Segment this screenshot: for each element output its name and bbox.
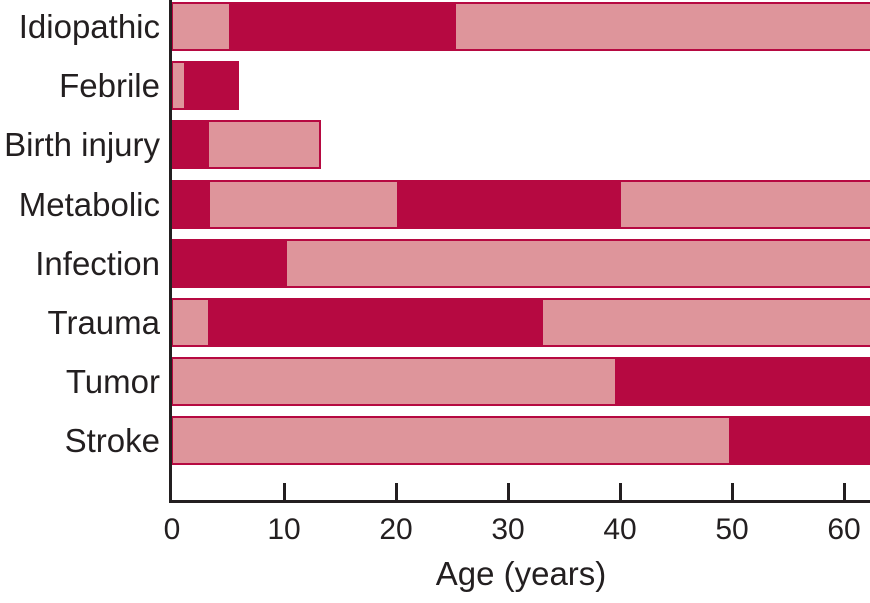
x-tick-20 <box>394 483 398 500</box>
bar-segment-dark <box>615 359 870 404</box>
bar-infection <box>171 239 870 288</box>
x-tick-label-50: 50 <box>715 513 749 546</box>
bar-segment-dark <box>229 4 458 49</box>
x-tick-label-40: 40 <box>603 513 637 546</box>
bar-segment-dark <box>173 122 210 167</box>
bar-segment-light <box>173 63 186 108</box>
category-label-infection: Infection <box>35 244 160 282</box>
bar-trauma <box>171 298 870 347</box>
x-tick-label-0: 0 <box>163 513 181 546</box>
bar-segment-light <box>209 182 398 227</box>
bar-segment-dark <box>173 241 289 286</box>
category-label-birth-injury: Birth injury <box>4 125 160 163</box>
bar-segment-dark <box>207 300 544 345</box>
y-axis-line <box>169 0 172 503</box>
bar-segment-light <box>173 4 230 49</box>
x-tick-40 <box>618 483 622 500</box>
bar-segment-dark <box>397 182 622 227</box>
x-tick-label-30: 30 <box>491 513 525 546</box>
bar-birth-injury <box>171 120 321 169</box>
bar-metabolic <box>171 180 870 229</box>
x-tick-label-60: 60 <box>827 513 861 546</box>
bar-segment-dark <box>173 182 211 227</box>
bar-tumor <box>171 357 870 406</box>
x-tick-label-20: 20 <box>379 513 413 546</box>
category-label-stroke: Stroke <box>64 421 160 459</box>
x-tick-10 <box>282 483 286 500</box>
category-label-tumor: Tumor <box>65 362 160 400</box>
category-label-trauma: Trauma <box>47 303 160 341</box>
bar-segment-light <box>621 182 870 227</box>
x-tick-label-10: 10 <box>267 513 301 546</box>
bar-segment-light <box>173 359 617 404</box>
bar-segment-light <box>542 300 870 345</box>
x-tick-50 <box>730 483 734 500</box>
category-label-idiopathic: Idiopathic <box>18 7 160 45</box>
bar-idiopathic <box>171 2 870 51</box>
x-tick-30 <box>506 483 510 500</box>
x-axis-title: Age (years) <box>435 555 607 592</box>
bar-febrile <box>171 61 240 110</box>
x-tick-60 <box>842 483 846 500</box>
category-label-febrile: Febrile <box>59 66 160 104</box>
category-label-metabolic: Metabolic <box>18 185 160 223</box>
bar-segment-dark <box>184 63 238 108</box>
x-axis-line <box>169 500 870 503</box>
bar-segment-light <box>287 241 870 286</box>
bar-segment-light <box>173 418 730 463</box>
bar-segment-light <box>173 300 209 345</box>
bar-segment-dark <box>728 418 870 463</box>
bar-stroke <box>171 416 870 465</box>
bar-segment-light <box>456 4 870 49</box>
bar-segment-light <box>208 122 319 167</box>
